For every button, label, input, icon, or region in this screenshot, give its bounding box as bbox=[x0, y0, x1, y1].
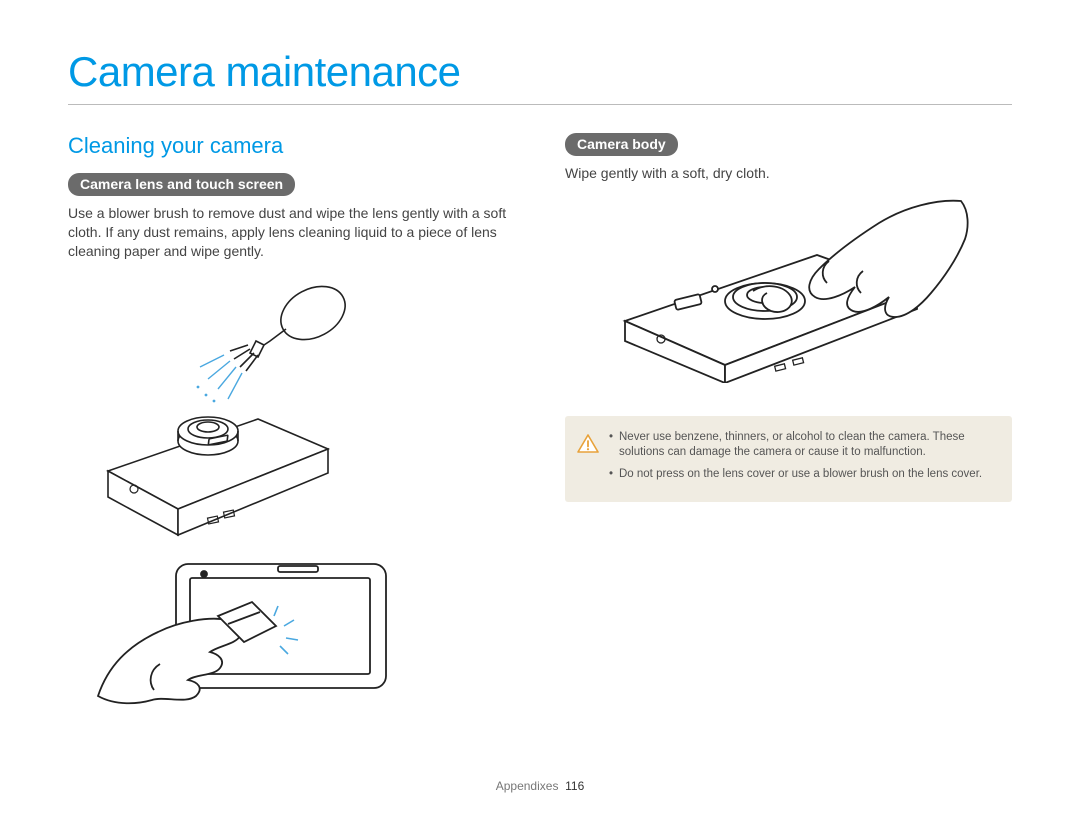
pill-camera-body: Camera body bbox=[565, 133, 678, 156]
body-instruction-text: Wipe gently with a soft, dry cloth. bbox=[565, 164, 1012, 183]
pill-lens-screen: Camera lens and touch screen bbox=[68, 173, 295, 196]
warning-icon bbox=[577, 434, 599, 454]
blower-brush-illustration bbox=[68, 271, 408, 541]
content-columns: Cleaning your camera Camera lens and tou… bbox=[68, 133, 1012, 721]
caution-item: Do not press on the lens cover or use a … bbox=[609, 467, 996, 483]
illustration-lens-area bbox=[68, 271, 515, 721]
right-column: Camera body Wipe gently with a soft, dry… bbox=[565, 133, 1012, 721]
hand-wipe-screen-illustration bbox=[68, 546, 408, 716]
page-footer: Appendixes 116 bbox=[0, 779, 1080, 793]
left-column: Cleaning your camera Camera lens and tou… bbox=[68, 133, 515, 721]
hand-wipe-body-illustration bbox=[565, 193, 985, 383]
illustration-body-area bbox=[565, 193, 1012, 388]
page-title: Camera maintenance bbox=[68, 48, 1012, 105]
footer-page-number: 116 bbox=[565, 779, 584, 793]
caution-list: Never use benzene, thinners, or alcohol … bbox=[609, 430, 996, 489]
footer-section: Appendixes bbox=[496, 779, 559, 793]
caution-box: Never use benzene, thinners, or alcohol … bbox=[565, 416, 1012, 503]
lens-instruction-text: Use a blower brush to remove dust and wi… bbox=[68, 204, 515, 261]
caution-item: Never use benzene, thinners, or alcohol … bbox=[609, 430, 996, 461]
section-heading: Cleaning your camera bbox=[68, 133, 515, 159]
